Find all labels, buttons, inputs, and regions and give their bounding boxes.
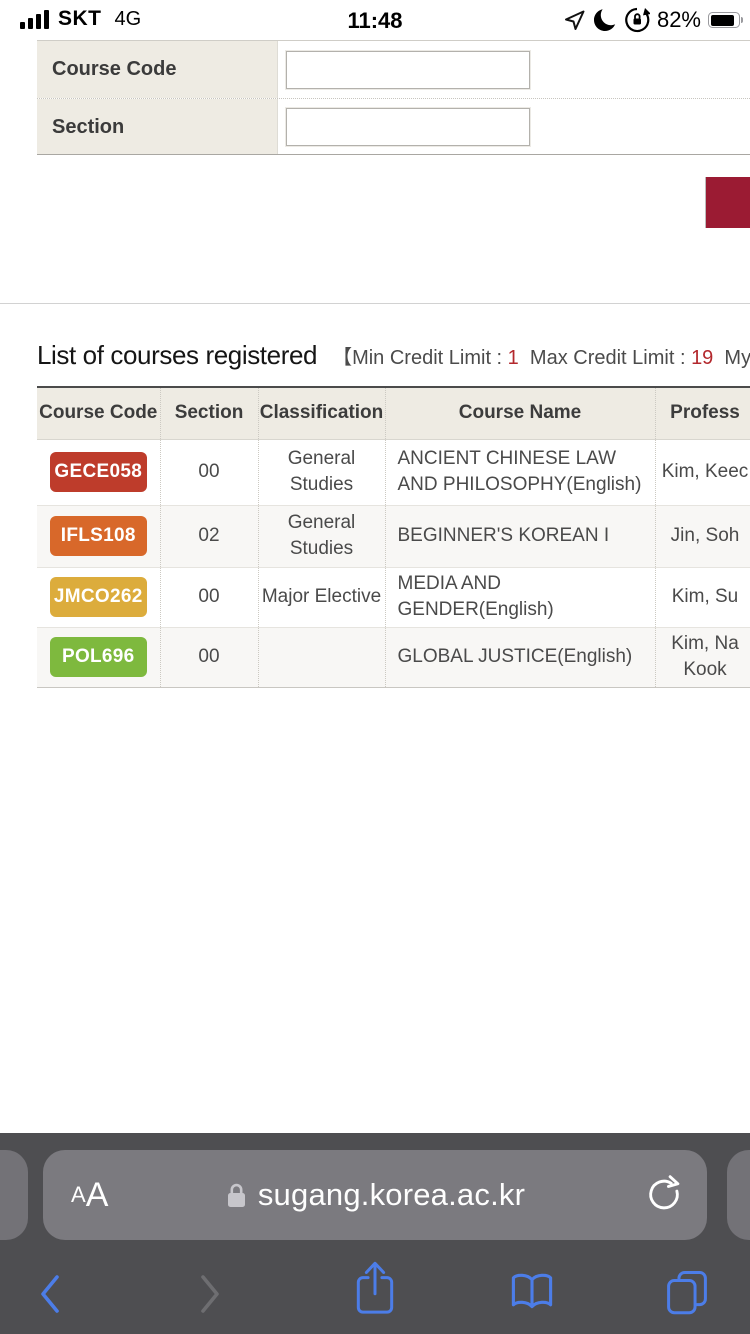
professor-cell: Jin, Soh [654,504,750,567]
lock-icon [227,1183,245,1207]
professor-cell: Kim, Na Kook [654,626,750,687]
share-icon [356,1261,394,1314]
max-credit-label: Max Credit Limit : [518,347,692,369]
chevron-left-icon [41,1275,59,1313]
registered-courses-table-wrap: Course Code Section Classification Cours… [37,386,750,688]
section-input[interactable] [286,107,530,146]
professor-cell: Kim, Keec [654,438,750,505]
page-title: List of courses registered [37,340,318,370]
book-icon [511,1273,553,1309]
classification-cell: General Studies [257,504,385,567]
reload-icon [649,1175,680,1210]
min-credit-label: Min Credit Limit : [352,347,508,369]
table-row: GECE058 00 General Studies ANCIENT CHINE… [37,438,750,505]
classification-cell [257,626,385,687]
classification-cell: Major Elective [257,566,385,627]
section-label: Section [37,99,278,154]
course-name-cell: MEDIA AND GENDER(English) [384,566,655,627]
previous-tab-edge[interactable] [0,1150,28,1240]
forward-button[interactable] [200,1274,220,1317]
bracket-open: 【 [332,347,353,369]
registered-courses-table: Course Code Section Classification Cours… [37,386,750,688]
back-button[interactable] [40,1274,60,1317]
status-time: 11:48 [347,8,403,33]
tabs-button[interactable] [664,1269,710,1318]
table-row: POL696 00 GLOBAL JUSTICE(English) Kim, N… [37,626,750,687]
table-header-row: Course Code Section Classification Cours… [37,387,750,440]
course-code-row: Course Code [37,41,750,98]
section-row: Section [37,98,750,155]
chevron-right-icon [201,1275,219,1313]
course-code-label: Course Code [37,41,278,98]
clipped-suffix-text: My [713,347,750,369]
url-label: sugang.korea.ac.kr [257,1177,526,1212]
section-cell: 00 [159,438,258,505]
battery-icon [708,12,743,28]
registered-section-header: List of courses registered 【Min Credit L… [37,340,750,371]
col-header-classification: Classification [257,387,385,440]
classification-cell: General Studies [257,438,385,505]
share-button[interactable] [352,1259,398,1320]
col-header-course-code: Course Code [37,387,160,440]
course-name-cell: ANCIENT CHINESE LAW AND PHILOSOPHY(Engli… [384,438,655,505]
location-arrow-icon [564,10,585,30]
max-credit-value: 19 [691,347,714,369]
section-cell: 00 [159,626,258,687]
status-bar: SKT 4G 11:48 82% [0,0,750,40]
carrier-label: SKT [58,7,102,30]
section-cell: 00 [159,566,258,627]
col-header-professor: Profess [654,387,750,440]
table-row: IFLS108 02 General Studies BEGINNER'S KO… [37,504,750,567]
moon-icon [593,9,616,31]
course-code-badge[interactable]: IFLS108 [49,516,147,556]
section-cell: 02 [159,504,258,567]
course-code-badge[interactable]: JMCO262 [49,577,147,617]
search-action-button[interactable] [705,177,750,228]
reload-button[interactable] [645,1150,683,1240]
orientation-lock-icon [625,7,650,33]
course-code-input[interactable] [286,50,530,89]
status-left-cluster: SKT 4G [20,7,141,31]
professor-cell: Kim, Su [654,566,750,627]
course-code-badge[interactable]: GECE058 [49,452,147,492]
tabs-icon [667,1270,707,1315]
col-header-course-name: Course Name [384,387,655,440]
signal-strength-icon [20,9,49,29]
course-name-cell: GLOBAL JUSTICE(English) [384,626,655,687]
course-name-cell: BEGINNER'S KOREAN I [384,504,655,567]
status-right-cluster: 82% [563,7,743,33]
section-divider [0,303,750,304]
min-credit-value: 1 [507,347,519,369]
battery-percent-label: 82% [656,7,701,32]
course-search-form: Course Code Section [37,40,750,155]
credit-limits-text: 【Min Credit Limit : 1 Max Credit Limit :… [332,341,750,370]
network-type-label: 4G [114,7,142,30]
course-code-badge[interactable]: POL696 [49,637,147,677]
col-header-section: Section [159,387,258,440]
next-tab-edge[interactable] [727,1150,750,1240]
bookmarks-button[interactable] [508,1270,556,1315]
table-row: JMCO262 00 Major Elective MEDIA AND GEND… [37,566,750,627]
